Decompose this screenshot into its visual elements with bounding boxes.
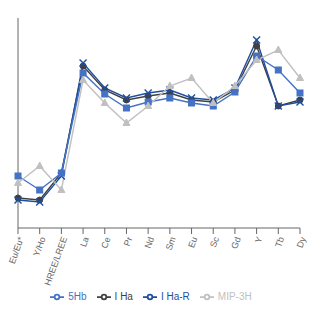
svg-text:Eu: Eu — [186, 235, 199, 249]
svg-text:Sc: Sc — [208, 235, 221, 249]
svg-text:Y: Y — [253, 235, 264, 244]
svg-text:Eu/Eu*: Eu/Eu* — [8, 235, 26, 265]
svg-text:Tb: Tb — [273, 235, 286, 248]
svg-text:Pr: Pr — [122, 235, 134, 247]
svg-text:Gd: Gd — [229, 235, 243, 250]
svg-text:Y/Ho: Y/Ho — [31, 235, 47, 257]
svg-text:HREE/LREE: HREE/LREE — [42, 235, 69, 286]
svg-text:Sm: Sm — [164, 235, 178, 251]
svg-text:Nd: Nd — [143, 235, 156, 249]
html-text:I Ha-R: I Ha-R — [160, 290, 190, 302]
svg-text:Ce: Ce — [99, 235, 112, 249]
svg-text:La: La — [78, 235, 91, 248]
html-text:5Hb: 5Hb — [68, 290, 87, 302]
html-text:MIP-3H: MIP-3H — [217, 290, 252, 302]
html-text:I Ha: I Ha — [114, 290, 133, 302]
svg-text:Dy: Dy — [295, 235, 308, 249]
